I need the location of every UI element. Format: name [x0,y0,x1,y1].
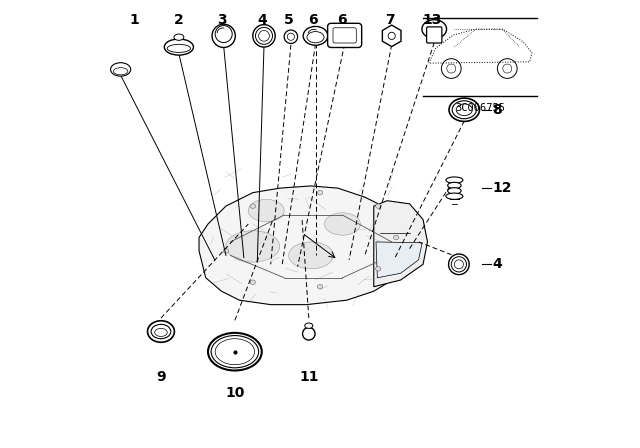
Ellipse shape [111,63,131,76]
Ellipse shape [287,33,294,40]
Ellipse shape [324,213,360,235]
Ellipse shape [212,24,236,47]
FancyBboxPatch shape [328,23,362,47]
Ellipse shape [303,327,315,340]
Polygon shape [382,25,401,47]
Ellipse shape [174,34,184,40]
Text: 7: 7 [385,13,394,27]
Ellipse shape [446,177,463,183]
Text: 9: 9 [156,370,166,383]
Ellipse shape [303,26,328,45]
Text: 13: 13 [422,13,442,27]
Text: 1: 1 [129,13,139,27]
Polygon shape [376,242,422,278]
Ellipse shape [226,231,280,262]
Ellipse shape [167,44,191,52]
Text: 8: 8 [493,103,502,117]
Polygon shape [374,201,428,287]
Ellipse shape [305,323,313,328]
Ellipse shape [289,242,333,269]
FancyBboxPatch shape [333,28,356,43]
Ellipse shape [253,25,275,47]
Ellipse shape [449,254,469,275]
Ellipse shape [452,101,476,119]
Ellipse shape [388,32,396,39]
Text: 3: 3 [216,13,227,27]
Ellipse shape [211,336,259,368]
Ellipse shape [448,188,461,194]
Ellipse shape [248,199,284,222]
Ellipse shape [307,31,324,43]
Ellipse shape [250,204,255,208]
Polygon shape [199,186,405,305]
Ellipse shape [422,20,447,39]
Text: 10: 10 [225,386,244,400]
Text: 11: 11 [299,370,319,383]
Ellipse shape [446,193,463,199]
Ellipse shape [223,249,228,253]
Text: 12: 12 [493,181,512,195]
Ellipse shape [155,328,167,336]
Ellipse shape [394,235,399,240]
Ellipse shape [164,39,193,55]
FancyBboxPatch shape [427,27,442,43]
Text: 4: 4 [493,257,502,271]
Ellipse shape [215,339,255,365]
Ellipse shape [215,26,232,43]
Text: 5: 5 [284,13,294,27]
Ellipse shape [151,324,171,339]
Ellipse shape [317,190,323,195]
Ellipse shape [376,267,381,271]
Text: 6: 6 [308,13,318,27]
Ellipse shape [317,284,323,289]
Ellipse shape [113,68,128,75]
Ellipse shape [448,182,461,189]
Ellipse shape [451,257,467,272]
Text: 2: 2 [174,13,184,27]
Ellipse shape [259,30,269,41]
Ellipse shape [284,30,298,43]
Text: 4: 4 [257,13,267,27]
Text: 3C006755: 3C006755 [455,103,505,113]
Ellipse shape [454,260,463,269]
Ellipse shape [250,280,255,284]
Ellipse shape [376,204,381,208]
Ellipse shape [208,333,262,370]
Ellipse shape [449,98,479,121]
Ellipse shape [456,104,472,116]
Ellipse shape [255,27,273,44]
Ellipse shape [147,321,174,342]
Text: 6: 6 [337,13,346,27]
